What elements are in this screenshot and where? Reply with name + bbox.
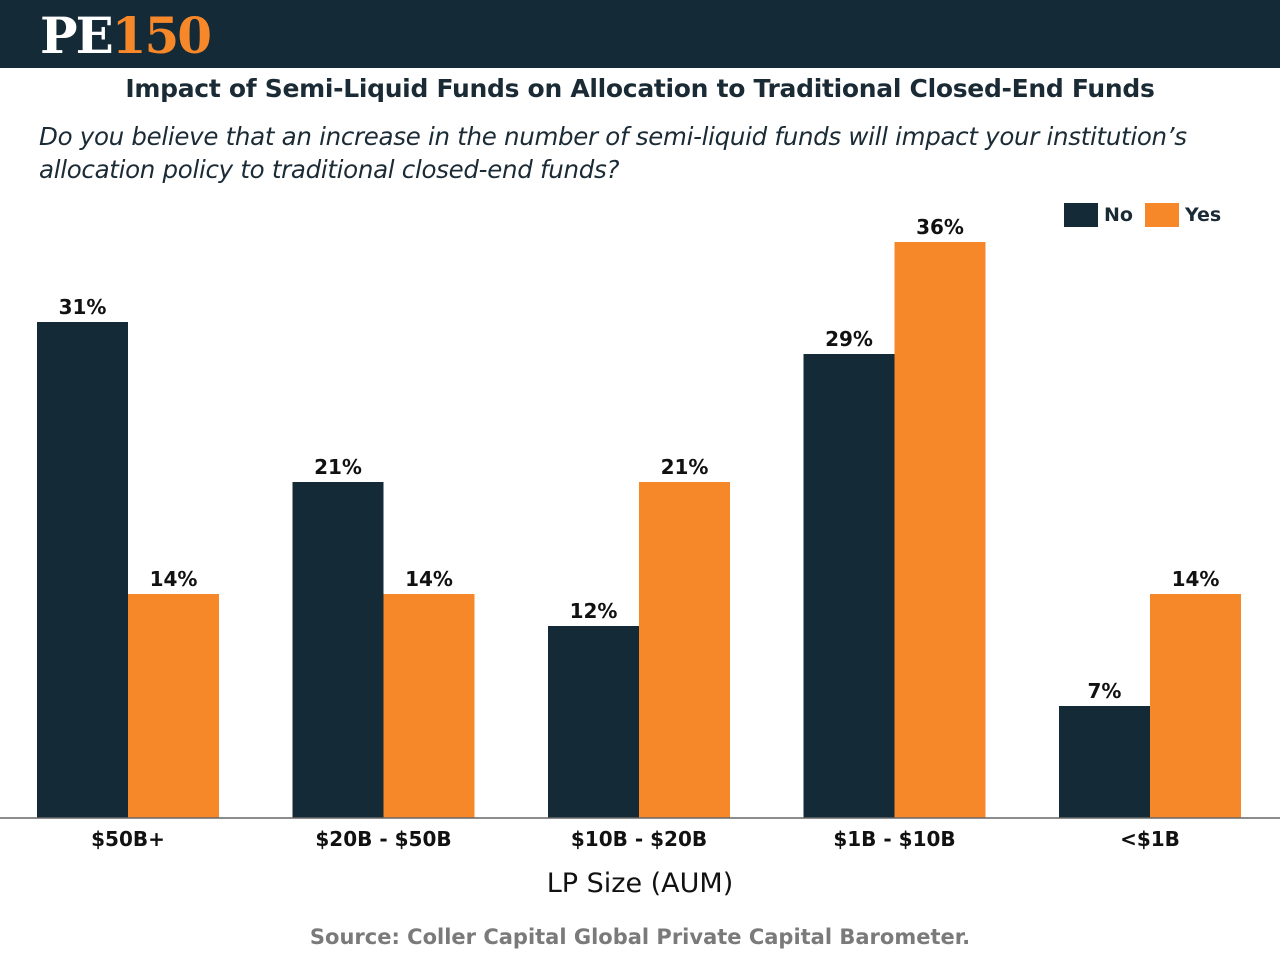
bar-yes-0 [128, 594, 219, 818]
bar-yes-2 [639, 482, 730, 818]
x-axis-title: LP Size (AUM) [546, 868, 734, 899]
pe150-logo: PE150 [40, 6, 212, 65]
x-tick-label-2: $10B - $20B [571, 827, 707, 851]
chart-subtitle: Do you believe that an increase in the n… [39, 122, 1187, 184]
bar-no-3 [803, 354, 895, 818]
chart-title: Impact of Semi-Liquid Funds on Allocatio… [125, 74, 1155, 103]
data-label-no-0: 31% [59, 295, 107, 319]
bar-no-0 [37, 322, 128, 818]
data-label-yes-0: 14% [150, 567, 198, 591]
x-tick-label-3: $1B - $10B [833, 827, 955, 851]
header-bar: PE150 [0, 0, 1280, 68]
bar-no-4 [1059, 706, 1150, 818]
data-label-yes-4: 14% [1172, 567, 1220, 591]
bar-yes-4 [1150, 594, 1241, 818]
x-tick-label-1: $20B - $50B [315, 827, 451, 851]
bar-yes-3 [894, 242, 986, 818]
bar-no-2 [548, 626, 639, 818]
data-label-no-4: 7% [1088, 679, 1122, 703]
legend-label-no: No [1104, 204, 1133, 226]
data-label-yes-3: 36% [916, 215, 964, 239]
logo-pe-text: PE [40, 6, 114, 65]
legend-swatch-no [1064, 203, 1098, 227]
legend-swatch-yes [1145, 203, 1179, 227]
source-note: Source: Coller Capital Global Private Ca… [309, 925, 971, 949]
data-label-yes-1: 14% [405, 567, 453, 591]
data-label-yes-2: 21% [661, 455, 709, 479]
logo-number-text: 150 [111, 6, 212, 65]
legend-label-yes: Yes [1185, 204, 1222, 226]
data-label-no-2: 12% [570, 599, 618, 623]
x-tick-label-0: $50B+ [91, 827, 165, 851]
bar-yes-1 [383, 594, 475, 818]
bar-no-1 [292, 482, 384, 818]
x-tick-label-4: <$1B [1120, 827, 1180, 851]
data-label-no-3: 29% [825, 327, 873, 351]
data-label-no-1: 21% [314, 455, 362, 479]
